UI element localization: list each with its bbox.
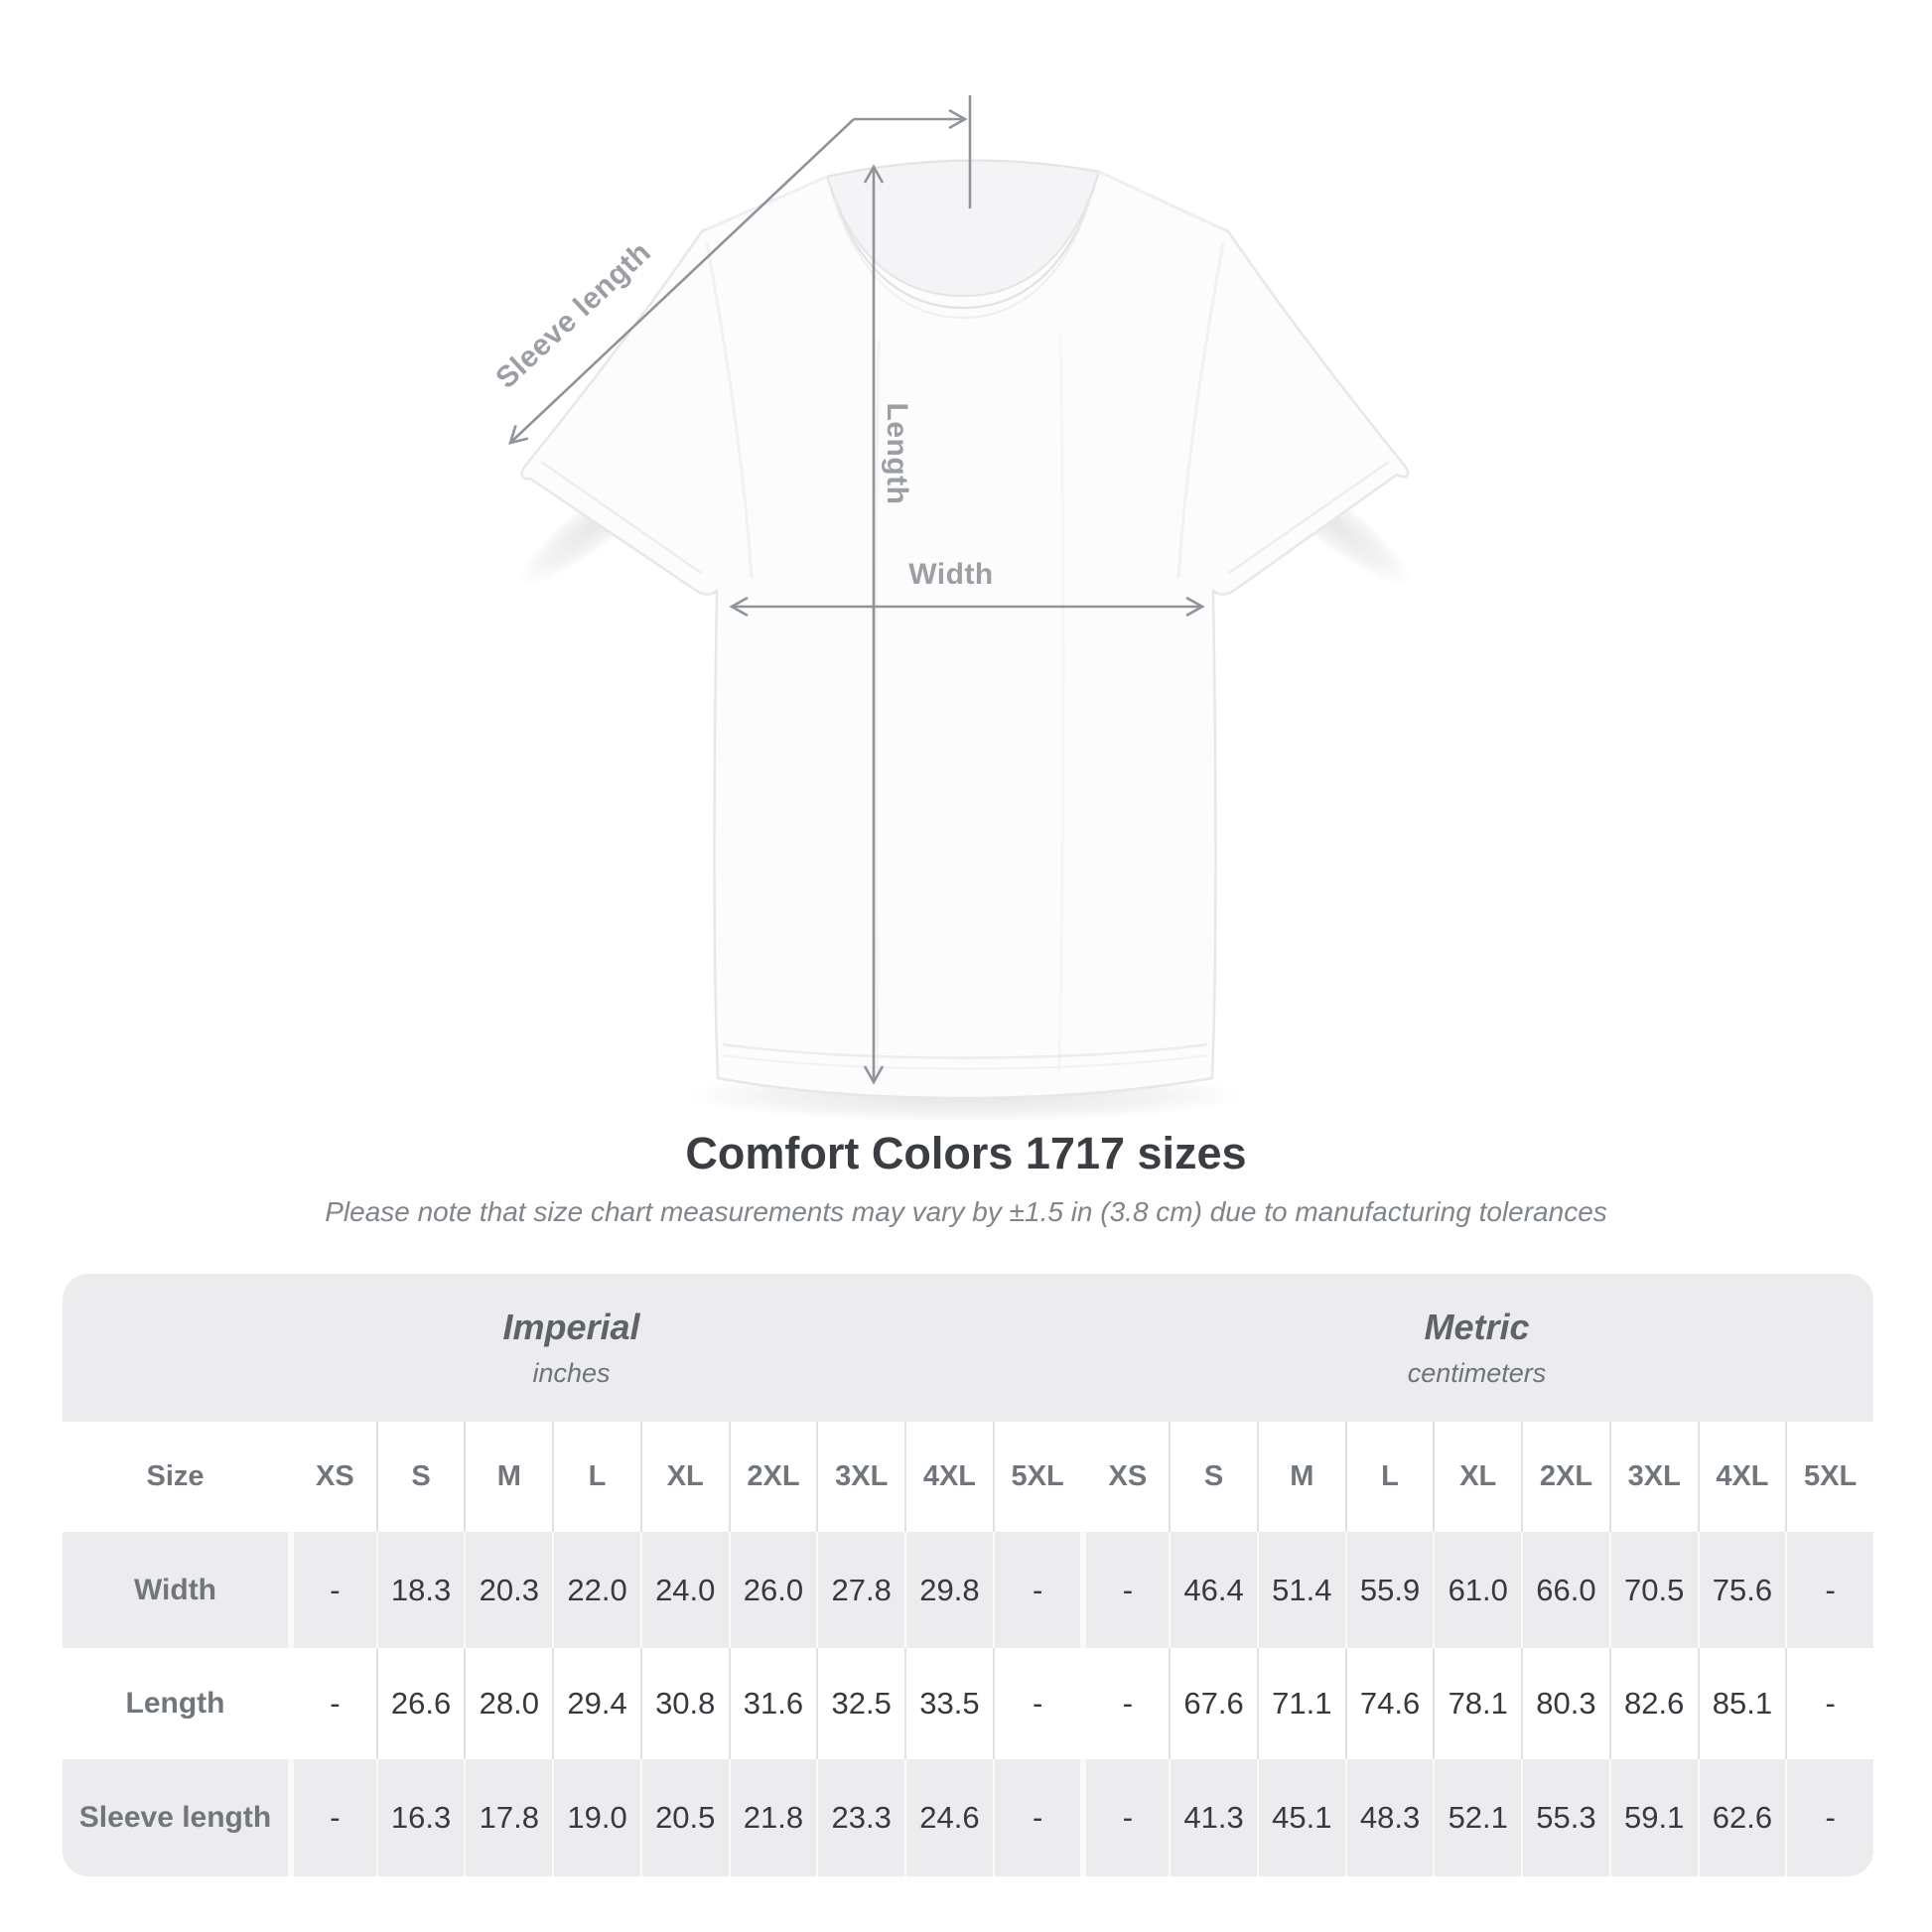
size-table-rows: Size XS S M L XL 2XL 3XL 4XL 5XL XS S M L XL 2XL 3XL 4XL 5… bbox=[63, 1422, 1873, 1876]
value-cell: - bbox=[1785, 1648, 1873, 1759]
value-cell: 52.1 bbox=[1433, 1759, 1521, 1876]
measurement-arrows bbox=[508, 95, 1205, 1085]
value-cell: 78.1 bbox=[1433, 1648, 1521, 1759]
size-column-header: XS bbox=[288, 1422, 376, 1532]
value-cell: 62.6 bbox=[1697, 1759, 1786, 1876]
imperial-unit: inches bbox=[532, 1358, 611, 1388]
size-column-header: XL bbox=[1433, 1422, 1521, 1532]
value-cell: 67.6 bbox=[1169, 1648, 1257, 1759]
value-cell: 85.1 bbox=[1697, 1648, 1786, 1759]
size-column-header: 2XL bbox=[1521, 1422, 1609, 1532]
value-cell: 20.3 bbox=[464, 1532, 552, 1648]
imperial-group-header: Imperial inches bbox=[63, 1274, 1080, 1422]
value-cell: 21.8 bbox=[728, 1759, 817, 1876]
value-cell: 31.6 bbox=[728, 1648, 817, 1759]
row-label-cell: Length bbox=[125, 1687, 225, 1720]
value-cell: 61.0 bbox=[1433, 1532, 1521, 1648]
page-title: Comfort Colors 1717 sizes bbox=[685, 1128, 1247, 1178]
value-cell: - bbox=[992, 1648, 1081, 1759]
size-column-header: 5XL bbox=[992, 1422, 1081, 1532]
value-cell: - bbox=[288, 1759, 376, 1876]
row-label-cell: Sleeve length bbox=[78, 1801, 272, 1834]
value-cell: 17.8 bbox=[464, 1759, 552, 1876]
value-cell: 28.0 bbox=[464, 1648, 552, 1759]
metric-unit: centimeters bbox=[1407, 1358, 1547, 1388]
tshirt-body bbox=[520, 159, 1410, 1100]
value-cell: 26.6 bbox=[375, 1648, 465, 1759]
value-cell: 75.6 bbox=[1697, 1532, 1786, 1648]
size-column-header: L bbox=[1344, 1422, 1434, 1532]
tolerance-note: Please note that size chart measurements… bbox=[325, 1196, 1607, 1227]
size-header-cell: Size bbox=[146, 1460, 205, 1492]
size-column-header: 5XL bbox=[1785, 1422, 1873, 1532]
unit-band: Imperial inches Metric centimeters bbox=[63, 1274, 1873, 1422]
value-cell: - bbox=[288, 1532, 376, 1648]
value-cell: - bbox=[1080, 1759, 1169, 1876]
value-cell: 18.3 bbox=[375, 1532, 465, 1648]
metric-group-header: Metric centimeters bbox=[1080, 1274, 1873, 1422]
value-cell: 41.3 bbox=[1169, 1759, 1257, 1876]
value-cell: 24.0 bbox=[639, 1532, 729, 1648]
sleeve-length-arrow bbox=[508, 118, 855, 445]
value-cell: 24.6 bbox=[904, 1759, 993, 1876]
value-cell: 20.5 bbox=[639, 1759, 729, 1876]
row-label-cell: Width bbox=[133, 1573, 217, 1606]
table-row: Width -18.3 20.3 22.0 24.0 26.0 27.8 29.8- -46.4… bbox=[63, 1532, 1873, 1648]
value-cell: - bbox=[1080, 1648, 1169, 1759]
value-cell: 55.9 bbox=[1344, 1532, 1434, 1648]
metric-title: Metric bbox=[1424, 1307, 1530, 1347]
size-column-header: 3XL bbox=[816, 1422, 904, 1532]
size-table: Imperial inches Metric centimeters Size X… bbox=[63, 1274, 1873, 1876]
value-cell: 22.0 bbox=[552, 1532, 640, 1648]
value-cell: 30.8 bbox=[639, 1648, 729, 1759]
table-row: Length -26.6 28.0 29.4 30.8 31.6 32.5 33.5- -67.… bbox=[63, 1648, 1873, 1759]
value-cell: 59.1 bbox=[1608, 1759, 1698, 1876]
value-cell: 82.6 bbox=[1608, 1648, 1698, 1759]
value-cell: 74.6 bbox=[1344, 1648, 1434, 1759]
value-cell: - bbox=[1080, 1532, 1169, 1648]
size-column-header: 4XL bbox=[1697, 1422, 1786, 1532]
value-cell: 26.0 bbox=[728, 1532, 817, 1648]
size-column-header: XL bbox=[639, 1422, 729, 1532]
value-cell: 45.1 bbox=[1256, 1759, 1345, 1876]
value-cell: 23.3 bbox=[816, 1759, 904, 1876]
value-cell: 32.5 bbox=[816, 1648, 904, 1759]
value-cell: 51.4 bbox=[1256, 1532, 1345, 1648]
value-cell: 27.8 bbox=[816, 1532, 904, 1648]
value-cell: - bbox=[1785, 1532, 1873, 1648]
size-column-header: XS bbox=[1080, 1422, 1169, 1532]
size-column-header: L bbox=[552, 1422, 640, 1532]
value-cell: - bbox=[992, 1532, 1081, 1648]
size-column-header: S bbox=[1169, 1422, 1257, 1532]
size-column-header: 4XL bbox=[904, 1422, 993, 1532]
value-cell: 71.1 bbox=[1256, 1648, 1345, 1759]
value-cell: - bbox=[992, 1759, 1081, 1876]
size-column-header: 3XL bbox=[1608, 1422, 1698, 1532]
value-cell: 46.4 bbox=[1169, 1532, 1257, 1648]
value-cell: - bbox=[1785, 1759, 1873, 1876]
tshirt-diagram bbox=[508, 95, 1412, 1122]
size-column-header: S bbox=[375, 1422, 465, 1532]
value-cell: 66.0 bbox=[1521, 1532, 1609, 1648]
size-column-header: M bbox=[464, 1422, 552, 1532]
imperial-title: Imperial bbox=[502, 1307, 640, 1347]
length-label: Length bbox=[881, 402, 913, 505]
value-cell: 16.3 bbox=[375, 1759, 465, 1876]
value-cell: 33.5 bbox=[904, 1648, 993, 1759]
value-cell: 29.8 bbox=[904, 1532, 993, 1648]
table-row: Size XS S M L XL 2XL 3XL 4XL 5XL XS S M L XL 2XL 3XL 4XL 5… bbox=[63, 1422, 1873, 1532]
size-column-header: M bbox=[1256, 1422, 1345, 1532]
value-cell: 70.5 bbox=[1608, 1532, 1698, 1648]
value-cell: 29.4 bbox=[552, 1648, 640, 1759]
size-column-header: 2XL bbox=[728, 1422, 817, 1532]
value-cell: 48.3 bbox=[1344, 1759, 1434, 1876]
value-cell: 55.3 bbox=[1521, 1759, 1609, 1876]
value-cell: - bbox=[288, 1648, 376, 1759]
value-cell: 80.3 bbox=[1521, 1648, 1609, 1759]
width-label: Width bbox=[908, 558, 994, 591]
table-row: Sleeve length -16.3 17.8 19.0 20.5 21.8 23.3 24… bbox=[63, 1759, 1873, 1876]
value-cell: 19.0 bbox=[552, 1759, 640, 1876]
